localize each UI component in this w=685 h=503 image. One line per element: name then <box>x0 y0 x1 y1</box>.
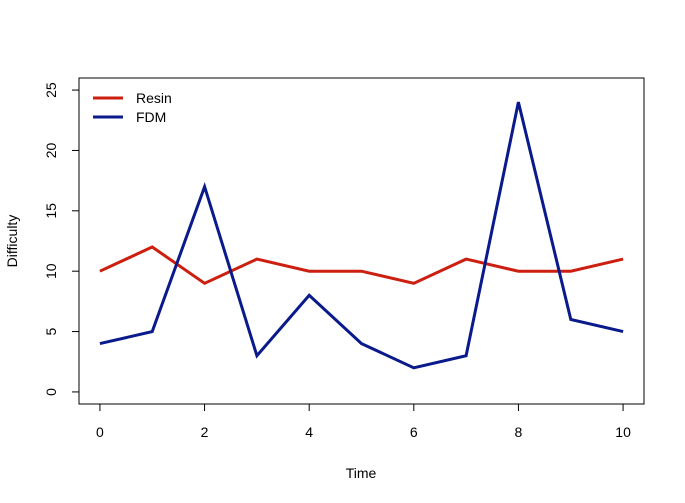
x-tick-label: 10 <box>615 424 631 440</box>
series-layer <box>99 101 624 370</box>
legend: Resin FDM <box>93 90 172 125</box>
x-tick-label: 0 <box>96 424 104 440</box>
y-tick-label: 10 <box>43 263 59 279</box>
y-axis-title: Difficulty <box>4 215 20 268</box>
y-tick-label: 15 <box>43 203 59 219</box>
x-tick-label: 8 <box>515 424 523 440</box>
x-axis-title: Time <box>346 465 377 481</box>
x-tick-label: 4 <box>305 424 313 440</box>
x-tick-label: 2 <box>201 424 209 440</box>
legend-label-resin: Resin <box>136 90 172 106</box>
y-tick-label: 20 <box>43 142 59 158</box>
y-axis: 0 5 10 15 20 25 <box>43 82 80 396</box>
x-tick-label: 6 <box>410 424 418 440</box>
series-line-fdm <box>99 101 624 370</box>
x-axis: 0 2 4 6 8 10 <box>96 403 631 440</box>
plot-frame <box>78 77 645 405</box>
y-tick-label: 25 <box>43 82 59 98</box>
y-tick-label: 5 <box>43 327 59 335</box>
legend-label-fdm: FDM <box>136 109 166 125</box>
y-tick-label: 0 <box>43 388 59 396</box>
series-line-resin <box>99 245 624 286</box>
